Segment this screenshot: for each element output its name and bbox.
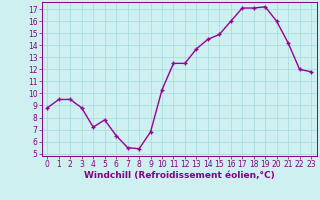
X-axis label: Windchill (Refroidissement éolien,°C): Windchill (Refroidissement éolien,°C)	[84, 171, 275, 180]
